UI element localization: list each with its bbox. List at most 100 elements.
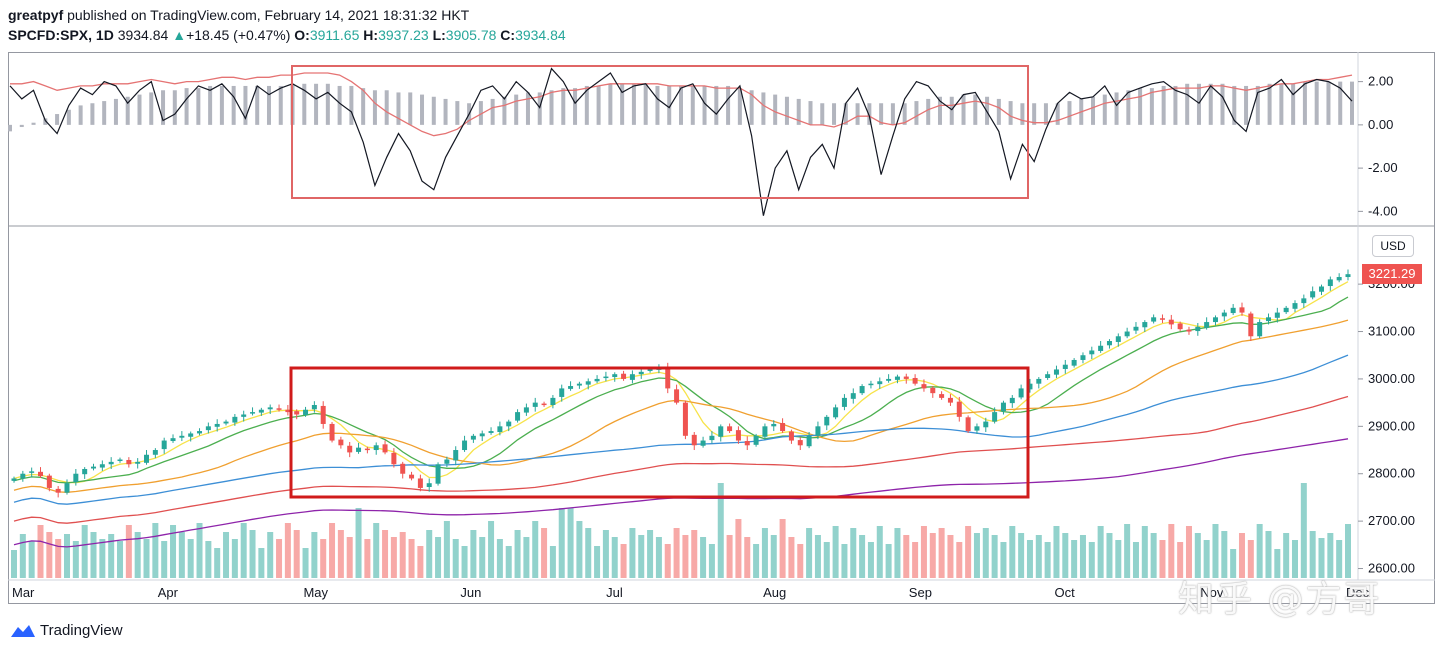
- candle-body: [965, 417, 971, 432]
- volume-bar: [143, 539, 150, 578]
- currency-badge[interactable]: USD: [1372, 235, 1414, 257]
- publisher-name[interactable]: greatpyf: [8, 7, 64, 23]
- osc-histogram-bar: [325, 83, 330, 125]
- candle-body: [735, 430, 741, 441]
- volume-bar: [920, 526, 927, 578]
- candle-body: [497, 426, 503, 433]
- volume-bar: [205, 541, 212, 578]
- candle-body: [665, 366, 671, 389]
- footer-brand[interactable]: TradingView: [40, 622, 123, 639]
- osc-highlight-box: [291, 65, 1029, 199]
- candle-body: [762, 426, 768, 437]
- osc-histogram-bar: [1255, 85, 1260, 125]
- volume-bar: [1194, 533, 1201, 578]
- candle-body: [1045, 374, 1051, 378]
- osc-histogram-bar: [914, 101, 919, 125]
- volume-bar: [973, 533, 980, 578]
- osc-histogram-bar: [113, 98, 118, 125]
- osc-histogram-bar: [1091, 96, 1096, 125]
- volume-bar: [479, 537, 486, 578]
- time-axis-label: Sep: [909, 585, 932, 600]
- time-axis-label: Mar: [12, 585, 35, 600]
- candle-body: [1221, 312, 1227, 317]
- price-tick-label: 2700.00: [1368, 513, 1415, 528]
- candle-body: [1195, 326, 1201, 332]
- candle-body: [744, 441, 750, 446]
- volume-bar: [170, 525, 177, 578]
- osc-histogram-bar: [784, 96, 789, 125]
- volume-bar: [567, 508, 574, 578]
- candle-body: [1159, 318, 1165, 320]
- candle-body: [488, 431, 494, 433]
- volume-bar: [284, 523, 291, 578]
- osc-histogram-bar: [537, 92, 542, 125]
- volume-bar: [717, 483, 724, 578]
- osc-histogram-bar: [996, 98, 1001, 125]
- osc-tick-label: -4.00: [1368, 203, 1398, 218]
- volume-bar: [664, 544, 671, 578]
- osc-histogram-bar: [172, 90, 177, 125]
- candle-body: [1336, 277, 1342, 281]
- osc-histogram-bar: [455, 101, 460, 125]
- volume-bar: [558, 508, 565, 578]
- candle-body: [621, 373, 627, 379]
- candle-body: [568, 386, 574, 389]
- candle-body: [868, 383, 874, 386]
- candle-body: [1009, 397, 1015, 404]
- osc-histogram-bar: [1008, 101, 1013, 125]
- volume-bar: [1345, 524, 1351, 578]
- volume-bar: [1124, 524, 1131, 578]
- osc-histogram-bar: [1220, 83, 1225, 125]
- volume-bar: [302, 548, 309, 578]
- osc-histogram-bar: [1196, 83, 1201, 125]
- osc-histogram-bar: [643, 83, 648, 125]
- candle-body: [788, 431, 794, 441]
- candle-body: [1089, 350, 1095, 355]
- volume-bar: [832, 526, 839, 578]
- time-axis-label: Oct: [1055, 585, 1076, 600]
- symbol-label[interactable]: SPCFD:SPX, 1D: [8, 27, 114, 43]
- price-tick-label: 2600.00: [1368, 561, 1415, 576]
- candle-body: [691, 434, 697, 446]
- osc-histogram-bar: [1291, 83, 1296, 125]
- osc-histogram-bar: [443, 98, 448, 125]
- osc-tick-label: 0.00: [1368, 117, 1393, 132]
- candle-body: [859, 386, 865, 394]
- osc-histogram-bar: [1126, 90, 1131, 125]
- osc-histogram-bar: [749, 90, 754, 125]
- osc-histogram-bar: [1043, 103, 1048, 125]
- volume-bar: [929, 533, 936, 578]
- volume-bar: [1318, 538, 1325, 578]
- candle-body: [20, 473, 26, 479]
- candle-body: [1327, 279, 1333, 287]
- volume-bar: [64, 534, 71, 578]
- candle-body: [1133, 326, 1139, 331]
- candle-body: [797, 440, 803, 446]
- volume-bar: [956, 542, 963, 578]
- osc-histogram-bar: [1314, 81, 1319, 125]
- osc-histogram-bar: [761, 92, 766, 125]
- osc-histogram-bar: [820, 103, 825, 125]
- price-tick-label: 3000.00: [1368, 371, 1415, 386]
- candle-body: [1018, 388, 1024, 398]
- candle-body: [930, 387, 936, 394]
- candle-body: [285, 409, 291, 413]
- candle-body: [347, 445, 353, 453]
- volume-bar: [814, 535, 821, 578]
- osc-histogram-bar: [1279, 83, 1284, 125]
- volume-bar: [134, 532, 141, 578]
- high-value: 3937.23: [378, 27, 429, 43]
- volume-bar: [894, 528, 901, 578]
- osc-histogram-bar: [19, 124, 24, 128]
- osc-histogram-bar: [1208, 83, 1213, 125]
- volume-bar: [682, 535, 689, 578]
- candle-body: [453, 450, 459, 461]
- high-label: H:: [363, 27, 379, 43]
- volume-bar: [364, 539, 371, 578]
- candle-body: [479, 433, 485, 437]
- volume-bar: [735, 519, 742, 578]
- osc-histogram-bar: [1173, 85, 1178, 125]
- osc-histogram-bar: [384, 90, 389, 125]
- candle-body: [126, 459, 132, 465]
